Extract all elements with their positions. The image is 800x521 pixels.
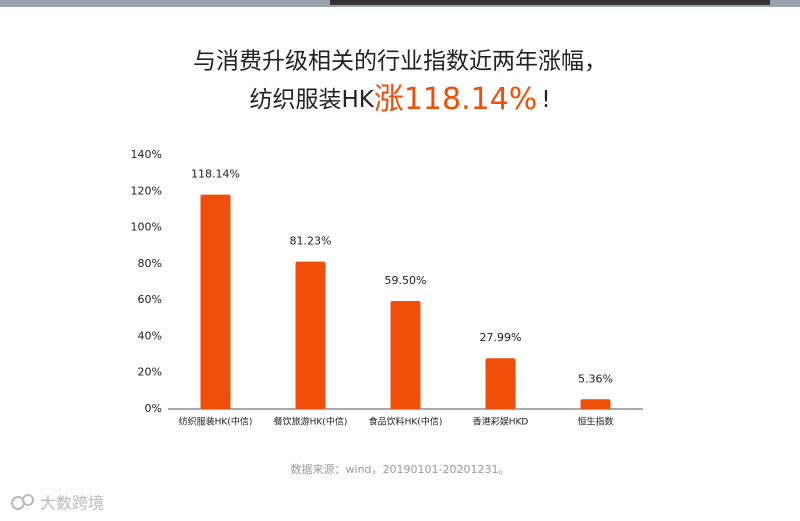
y-tick-label: 80% bbox=[138, 257, 162, 270]
y-tick-label: 20% bbox=[138, 366, 162, 379]
title-suffix: ! bbox=[541, 87, 550, 113]
x-tick-label: 香港彩娱HKD bbox=[473, 416, 529, 428]
value-label: 118.14% bbox=[191, 168, 240, 181]
value-label: 59.50% bbox=[385, 274, 427, 287]
title-highlight: 涨118.14% bbox=[374, 82, 537, 117]
y-tick-label: 40% bbox=[138, 329, 162, 342]
x-tick-label: 食品饮料HK(中信) bbox=[369, 416, 443, 428]
bar bbox=[295, 261, 326, 409]
bar bbox=[580, 399, 611, 409]
title-line2: 纺织服装HK涨118.14%! bbox=[249, 82, 550, 117]
y-tick-label: 100% bbox=[131, 221, 162, 234]
value-label: 5.36% bbox=[578, 372, 613, 385]
y-tick-label: 0% bbox=[145, 402, 162, 415]
top-strip-dark bbox=[330, 0, 770, 5]
bar bbox=[390, 301, 421, 409]
watermark: 大数跨境 bbox=[40, 494, 104, 513]
title-prefix: 纺织服装HK bbox=[249, 87, 374, 113]
value-label: 81.23% bbox=[290, 235, 332, 248]
x-tick-label: 餐饮旅游HK(中信) bbox=[274, 416, 348, 428]
x-tick-label: 纺织服装HK(中信) bbox=[179, 416, 253, 428]
x-tick-label: 恒生指数 bbox=[577, 416, 613, 428]
y-tick-label: 60% bbox=[138, 293, 162, 306]
y-tick-label: 120% bbox=[131, 184, 162, 197]
watermark-logo bbox=[11, 494, 34, 510]
bar bbox=[200, 194, 231, 409]
title-line1: 与消费升级相关的行业指数近两年涨幅， bbox=[193, 49, 607, 75]
y-tick-label: 140% bbox=[131, 148, 162, 161]
source-note: 数据来源：wind，20190101-20201231。 bbox=[291, 462, 510, 476]
bar bbox=[485, 358, 516, 409]
value-label: 27.99% bbox=[480, 331, 522, 344]
